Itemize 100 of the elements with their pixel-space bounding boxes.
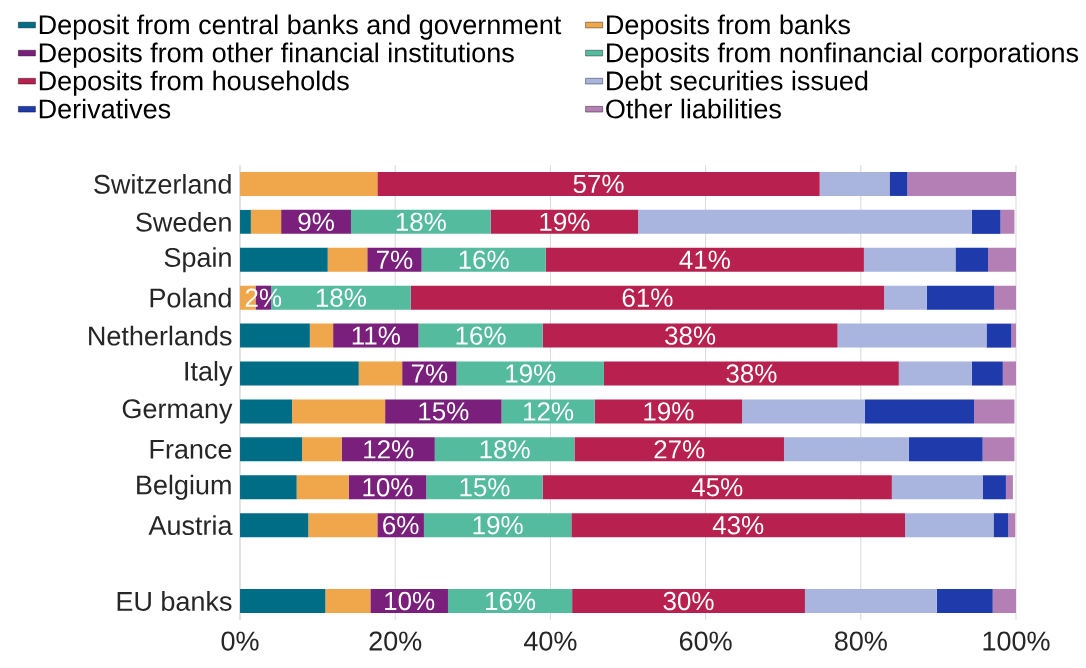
bar (994, 285, 1016, 310)
bar (572, 589, 805, 614)
data-label: 7% (411, 364, 448, 383)
x-tick-label: 60% (679, 631, 732, 651)
bar (742, 399, 865, 424)
data-label: 30% (663, 591, 714, 611)
data-label: 9% (298, 212, 334, 232)
data-label: 38% (726, 364, 777, 383)
bar (864, 399, 975, 424)
bar (971, 361, 1003, 386)
bar (574, 437, 784, 462)
bar (908, 437, 983, 462)
bar (982, 475, 1006, 500)
x-tick-label: 40% (524, 631, 577, 651)
data-label: 27% (654, 440, 705, 459)
data-label: 43% (712, 515, 764, 535)
x-tick-label: 0% (221, 631, 259, 651)
data-label: 2% (245, 288, 282, 307)
bar (889, 171, 908, 196)
data-label: 45% (691, 478, 743, 497)
data-label: 10% (363, 478, 413, 497)
y-tick-label: Spain (164, 247, 231, 273)
data-label: 19% (540, 212, 590, 232)
data-label: 19% (506, 364, 556, 383)
y-tick-label: Switzerland (94, 174, 231, 194)
bar (240, 437, 303, 462)
bar (542, 323, 838, 348)
data-label: 61% (622, 288, 673, 307)
bar (571, 513, 906, 538)
y-tick-label: Sweden (136, 211, 231, 232)
bar (638, 209, 972, 234)
bar (783, 437, 909, 462)
data-label: 18% (396, 212, 446, 232)
bar (804, 589, 937, 614)
bar (327, 247, 368, 272)
bar (325, 589, 371, 614)
data-label: 18% (316, 288, 366, 307)
data-label: 41% (679, 250, 730, 269)
bar (955, 247, 989, 272)
bar (423, 513, 572, 538)
data-label: 16% (459, 250, 509, 269)
bar (296, 475, 349, 500)
bar (426, 475, 543, 500)
data-label: 7% (376, 250, 413, 269)
legend-label: Other liabilities (606, 98, 781, 119)
bar (819, 171, 890, 196)
bar (292, 399, 386, 424)
bar (447, 589, 573, 614)
bar (986, 323, 1012, 348)
bar (992, 589, 1016, 614)
bar (490, 209, 639, 234)
bar (240, 589, 326, 614)
bar (1011, 323, 1016, 348)
legend-label: Derivatives (39, 98, 171, 119)
bar (250, 209, 282, 234)
legend-label: Deposits from nonfinancial corporations (607, 42, 1079, 68)
bar (982, 437, 1015, 462)
bar (421, 247, 546, 272)
bar (545, 247, 864, 272)
legend-label: Debt securities issued (607, 70, 868, 91)
bar (309, 323, 334, 348)
bar (410, 285, 885, 310)
data-label: 10% (385, 591, 435, 611)
bar (542, 475, 892, 500)
data-label: 19% (644, 402, 694, 421)
bar (971, 209, 1001, 234)
y-tick-label: Italy (185, 360, 233, 387)
data-label: 11% (352, 326, 400, 345)
data-label: 12% (364, 440, 414, 459)
x-tick-label: 20% (369, 631, 422, 651)
bar (907, 171, 1016, 196)
bar (385, 399, 502, 424)
bar (418, 323, 543, 348)
bar (1000, 209, 1015, 234)
bar (603, 361, 899, 386)
bar (240, 209, 251, 234)
bar (1005, 475, 1013, 500)
y-tick-label: Poland (150, 287, 231, 308)
data-label: 18% (480, 440, 530, 459)
bar (1002, 361, 1016, 386)
bar (377, 171, 820, 196)
bar (884, 285, 927, 310)
bar (434, 437, 575, 462)
legend-label: Deposit from central banks and government (39, 14, 562, 40)
legend-label: Deposits from banks (607, 14, 850, 40)
data-label: 38% (665, 326, 716, 345)
data-label: 19% (473, 515, 523, 535)
legend-label: Deposits from other financial institutions (39, 42, 514, 68)
bar (863, 247, 956, 272)
bar (240, 399, 292, 424)
bar (240, 323, 310, 348)
data-label: 16% (456, 326, 506, 345)
bar (302, 437, 342, 462)
bar (240, 247, 328, 272)
bar (456, 361, 604, 386)
data-label: 57% (573, 174, 624, 194)
y-tick-label: EU banks (117, 591, 232, 611)
bar (240, 361, 359, 386)
bar (905, 513, 994, 538)
bar (898, 361, 972, 386)
